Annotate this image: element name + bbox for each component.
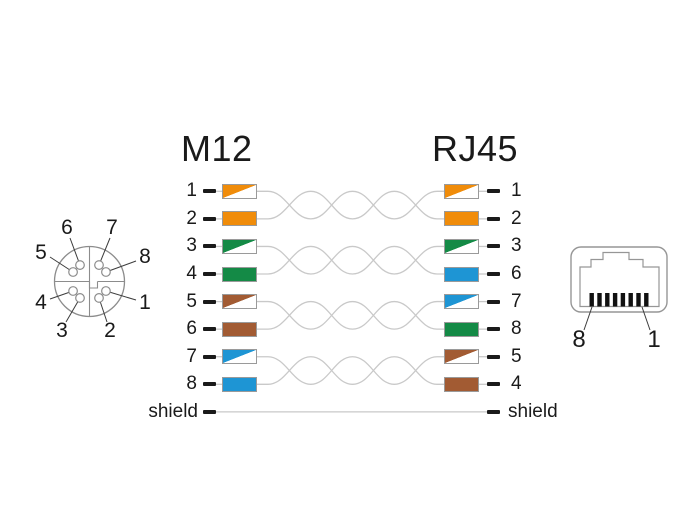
- rj45-wire-color-block: [444, 349, 479, 365]
- m12-pin-tick: [202, 189, 216, 194]
- rj45-pin-number: 7: [511, 290, 522, 312]
- rj45-pin-number: 8: [511, 318, 522, 340]
- rj45-contacts: [589, 293, 649, 307]
- twisted-pair-wire: [256, 356, 444, 385]
- rj45-wire-color-block: [444, 183, 479, 199]
- rj45-title: RJ45: [432, 128, 519, 169]
- m12-pin-tick: [202, 244, 216, 249]
- rj45-wire-color-block: [444, 266, 479, 282]
- m12-face-pin-label: 8: [139, 245, 151, 268]
- m12-pin-tick: [202, 299, 216, 304]
- rj45-pin-number: 6: [511, 263, 522, 284]
- m12-wire-color-block: [222, 238, 257, 254]
- m12-pin-holes: [68, 260, 111, 303]
- rj45-wire-color-block: [444, 294, 479, 310]
- shield-label-right: shield: [508, 401, 558, 422]
- rj45-pin-tick: [487, 299, 500, 304]
- m12-pin-tick: [202, 382, 216, 387]
- rj45-pin-tick: [487, 382, 500, 387]
- rj45-jack-face-drawing: [570, 246, 668, 331]
- rj45-pin-tick: [487, 272, 500, 276]
- rj45-pin-number: 3: [511, 235, 522, 257]
- m12-pin-tick: [202, 216, 216, 221]
- m12-wire-color-block: [222, 376, 257, 392]
- m12-pin-number: 4: [186, 263, 197, 284]
- twisted-pair-wire: [256, 356, 444, 385]
- twisted-pair-wire: [256, 300, 444, 330]
- rj45-wire-color-block: [444, 238, 479, 254]
- m12-pin-number: 6: [186, 318, 197, 340]
- rj45-wire-color-block: [444, 321, 479, 337]
- m12-wire-color-block: [222, 266, 257, 282]
- m12-wire-color-block: [222, 349, 257, 365]
- rj45-pin-number: 2: [511, 207, 522, 229]
- rj45-face-pin-label: 8: [572, 326, 586, 353]
- m12-face-pin-label: 1: [139, 291, 151, 314]
- rj45-pin-number: 4: [511, 373, 522, 395]
- rj45-wire-color-block: [444, 376, 479, 392]
- shield-tick-left: [202, 410, 216, 414]
- twisted-pair-wire: [256, 245, 444, 275]
- rj45-wire-color-block: [444, 211, 479, 227]
- shield-tick-right: [487, 410, 500, 414]
- m12-wire-color-block: [222, 294, 257, 310]
- m12-face-pin-label: 2: [104, 319, 116, 342]
- m12-pin-tick: [202, 327, 216, 332]
- rj45-pin-tick: [487, 216, 500, 221]
- twisted-pair-wires: [215, 190, 488, 385]
- twisted-pair-wire: [256, 190, 444, 220]
- m12-wire-color-block: [222, 321, 257, 337]
- m12-wire-color-block: [222, 211, 257, 227]
- m12-face-pin-label: 6: [61, 216, 73, 239]
- m12-face-pin-label: 4: [35, 291, 47, 314]
- rj45-face-pin-label: 1: [647, 326, 661, 353]
- m12-pin-tick: [202, 272, 216, 276]
- m12-pin-number: 3: [186, 235, 197, 257]
- m12-pin-tick: [202, 354, 216, 359]
- m12-pin-number: 2: [186, 207, 197, 229]
- m12-face-pin-label: 5: [35, 241, 47, 264]
- m12-face-pin-label: 3: [56, 319, 68, 342]
- m12-title: M12: [181, 128, 253, 169]
- rj45-pin-number: 5: [511, 345, 522, 367]
- rj45-pin-leader-lines: [583, 306, 651, 331]
- m12-pin-number: 8: [186, 373, 197, 395]
- m12-connector-face-drawing: [49, 237, 137, 323]
- rj45-pin-tick: [487, 189, 500, 194]
- m12-face-pin-label: 7: [106, 216, 118, 239]
- m12-pin-number: 5: [186, 290, 197, 312]
- twisted-pair-wire: [256, 245, 444, 275]
- rj45-pin-tick: [487, 354, 500, 359]
- shield-label-left: shield: [148, 401, 198, 422]
- m12-key-notch: [88, 281, 99, 289]
- rj45-pin-tick: [487, 327, 500, 332]
- twisted-pair-wire: [256, 300, 444, 330]
- m12-pin-number: 7: [186, 345, 197, 367]
- m12-wire-color-block: [222, 183, 257, 199]
- rj45-pin-number: 1: [511, 180, 522, 202]
- rj45-pin-tick: [487, 244, 500, 249]
- m12-pin-number: 1: [186, 180, 197, 202]
- twisted-pair-wire: [256, 190, 444, 220]
